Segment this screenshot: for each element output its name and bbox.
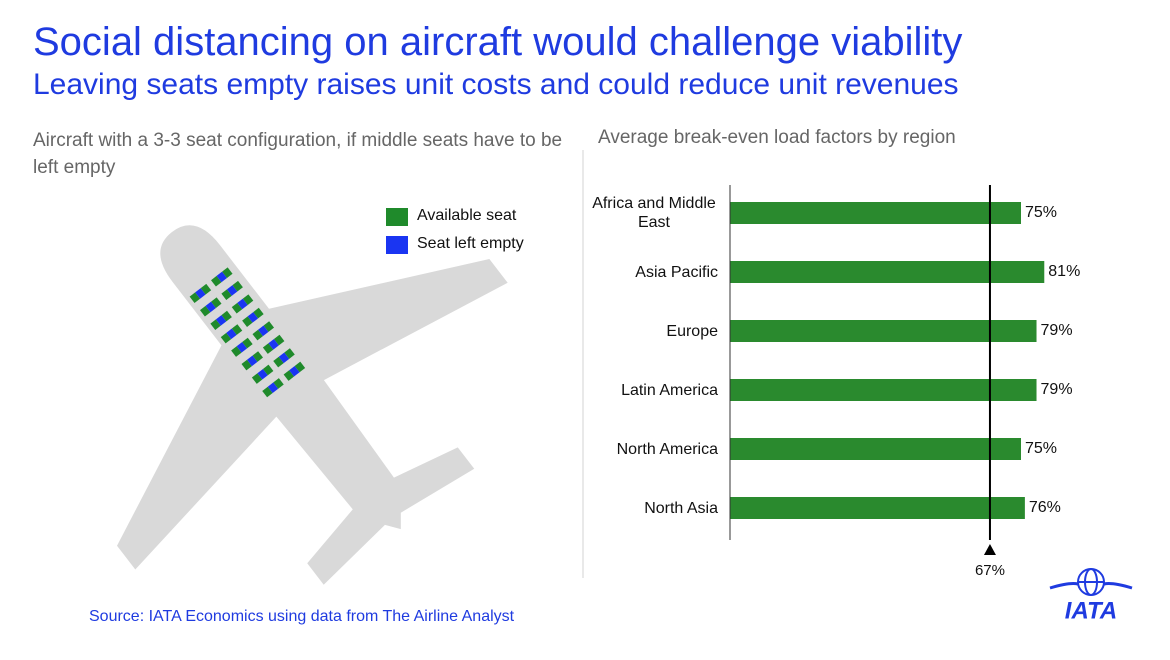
seat	[257, 368, 268, 380]
seat	[242, 337, 253, 349]
seat	[226, 285, 238, 296]
subtitle: Leaving seats empty raises unit costs an…	[33, 68, 959, 101]
bar	[730, 497, 1025, 519]
seat	[263, 321, 275, 332]
seat	[200, 283, 212, 295]
seat	[262, 343, 274, 354]
legend-label: Seat left empty	[417, 235, 524, 252]
airplane-body	[116, 225, 508, 585]
seat	[258, 325, 269, 337]
seat	[211, 297, 222, 308]
seat	[220, 332, 232, 344]
seat	[242, 294, 254, 305]
seat	[210, 319, 221, 330]
value-label: 76%	[1029, 499, 1061, 516]
source: Source: IATA Economics using data from T…	[89, 608, 515, 625]
logo-text: IATA	[1065, 597, 1117, 624]
category-text: North America	[616, 440, 718, 458]
value-label: 81%	[1048, 263, 1080, 280]
seat	[215, 315, 227, 326]
seat	[294, 361, 306, 373]
bar	[730, 379, 1037, 401]
seat	[237, 298, 248, 310]
value-label: 75%	[1025, 204, 1057, 221]
seat	[226, 328, 237, 340]
seat	[273, 378, 284, 389]
bar	[730, 202, 1021, 224]
iata-globe	[1049, 568, 1133, 596]
seat	[231, 302, 243, 314]
seat	[247, 312, 259, 323]
value-label: 75%	[1025, 440, 1057, 457]
category-label: Europe	[666, 306, 718, 356]
airplane	[116, 225, 508, 585]
seat	[242, 316, 253, 327]
left-caption: Aircraft with a 3-3 seat configuration, …	[33, 130, 563, 178]
category-text: North Asia	[644, 499, 718, 517]
seat	[247, 355, 258, 367]
bar	[730, 320, 1037, 342]
seat	[221, 289, 232, 301]
seat	[232, 280, 243, 292]
seat	[252, 329, 263, 341]
seat	[262, 386, 273, 398]
category-text: Latin America	[621, 381, 718, 399]
seat	[199, 305, 211, 317]
chart-title: Average break-even load factors by regio…	[598, 127, 956, 148]
seat	[231, 324, 243, 335]
category-label: Asia Pacific	[635, 247, 718, 297]
title: Social distancing on aircraft would chal…	[33, 20, 963, 64]
reference-label: 67%	[975, 562, 1005, 579]
seat	[236, 342, 248, 353]
reference-marker	[983, 544, 996, 555]
seat	[241, 359, 252, 371]
seat	[221, 310, 232, 322]
legend-swatch	[386, 236, 408, 254]
seat	[252, 351, 264, 362]
category-label: Africa and Middle East	[590, 188, 718, 238]
category-label: North Asia	[644, 483, 718, 533]
category-label: Latin America	[621, 365, 718, 415]
seat	[268, 339, 279, 350]
bar	[730, 438, 1021, 460]
seat	[195, 288, 206, 299]
seat	[267, 382, 279, 394]
seat	[283, 370, 295, 381]
seat	[251, 373, 263, 384]
category-text: Asia Pacific	[635, 263, 718, 281]
seat	[216, 271, 227, 283]
seat	[262, 364, 274, 376]
category-label: North America	[617, 424, 718, 474]
seat	[273, 334, 285, 346]
seats	[189, 267, 306, 398]
seat	[231, 346, 242, 357]
category-text: Africa and Middle East	[592, 195, 716, 231]
bar	[730, 261, 1045, 283]
seat	[205, 301, 216, 313]
value-label: 79%	[1041, 381, 1073, 398]
seat	[289, 365, 300, 377]
seat	[273, 356, 284, 368]
seat	[284, 348, 295, 359]
value-label: 79%	[1041, 322, 1073, 339]
seat	[222, 267, 233, 279]
seat	[189, 292, 201, 304]
seat	[278, 352, 290, 364]
seat	[211, 275, 222, 287]
category-text: Europe	[666, 322, 718, 340]
legend-label: Available seat	[417, 207, 517, 224]
legend-swatch	[386, 208, 408, 226]
seat	[253, 307, 264, 319]
